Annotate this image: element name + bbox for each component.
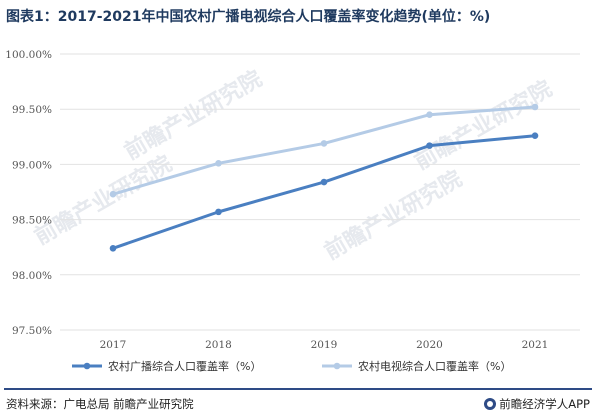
data-point	[109, 190, 117, 198]
series-line	[112, 134, 536, 250]
legend: 农村广播综合人口覆盖率（%） 农村电视综合人口覆盖率（%）	[72, 359, 511, 373]
footer: 资料来源：广电总局 前瞻产业研究院 前瞻经济学人APP	[0, 388, 596, 420]
legend-label: 农村电视综合人口覆盖率（%）	[358, 359, 511, 373]
data-point	[320, 140, 328, 147]
series-layer	[109, 103, 539, 252]
y-tick-label: 98.00%	[12, 270, 52, 282]
y-tick-label: 100.00%	[5, 49, 52, 61]
source-note: 资料来源：广电总局 前瞻产业研究院	[6, 397, 194, 411]
y-tick-label: 99.00%	[12, 159, 52, 171]
x-tick-label: 2020	[416, 339, 443, 351]
brand-label: 前瞻经济学人APP	[499, 397, 590, 411]
x-tick-label: 2018	[205, 339, 232, 351]
data-point	[426, 142, 433, 149]
brand-logo-icon	[484, 398, 497, 410]
y-axis-ticks: 97.50% 98.00% 98.50% 99.00% 99.50% 100.00%	[5, 49, 52, 337]
x-tick-label: 2017	[100, 339, 127, 351]
grid-lines	[60, 53, 580, 331]
watermark-text: 前瞻产业研究院	[410, 76, 556, 176]
data-point	[109, 245, 117, 252]
x-axis-ticks: 2017 2018 2019 2020 2021	[100, 339, 549, 351]
watermark-text: 前瞻产业研究院	[120, 66, 266, 166]
footer-divider	[4, 388, 592, 390]
y-tick-label: 98.50%	[12, 215, 52, 227]
data-point	[215, 208, 222, 216]
legend-marker	[333, 362, 341, 370]
data-point	[320, 178, 328, 186]
data-point	[426, 111, 433, 119]
y-tick-label: 97.50%	[12, 325, 52, 337]
data-point	[215, 159, 222, 167]
legend-label: 农村广播综合人口覆盖率（%）	[108, 359, 261, 373]
chart-title: 图表1：2017-2021年中国农村广播电视综合人口覆盖率变化趋势(单位：%)	[6, 9, 491, 25]
data-point	[531, 103, 539, 111]
x-tick-label: 2021	[522, 339, 549, 351]
series-1	[109, 132, 539, 252]
data-point	[531, 132, 539, 139]
x-tick-label: 2019	[311, 339, 338, 351]
series-2	[109, 103, 539, 198]
legend-marker	[83, 362, 91, 370]
brand: 前瞻经济学人APP	[484, 396, 590, 412]
chart-area: 前瞻产业研究院 前瞻产业研究院 前瞻产业研究院 前瞻产业研究院 97.50% 98.00…	[0, 30, 596, 390]
y-tick-label: 99.50%	[12, 104, 52, 116]
watermark-text: 前瞻产业研究院	[320, 166, 466, 266]
